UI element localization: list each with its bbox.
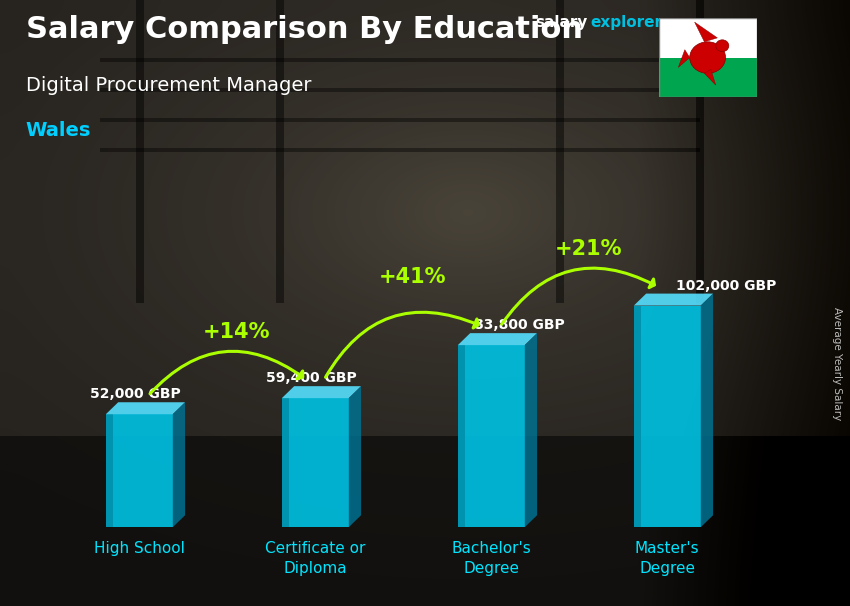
Text: 59,400 GBP: 59,400 GBP bbox=[266, 371, 357, 385]
Text: +21%: +21% bbox=[554, 239, 622, 259]
Text: Digital Procurement Manager: Digital Procurement Manager bbox=[26, 76, 311, 95]
Polygon shape bbox=[634, 293, 713, 305]
Polygon shape bbox=[694, 22, 717, 42]
Polygon shape bbox=[678, 50, 689, 67]
Text: salary: salary bbox=[536, 15, 588, 30]
Polygon shape bbox=[458, 345, 524, 527]
Text: .com: .com bbox=[659, 15, 700, 30]
Ellipse shape bbox=[716, 40, 728, 52]
Polygon shape bbox=[106, 415, 173, 527]
Text: +41%: +41% bbox=[378, 267, 446, 287]
Ellipse shape bbox=[689, 42, 726, 73]
Text: Average Yearly Salary: Average Yearly Salary bbox=[832, 307, 842, 420]
Text: 102,000 GBP: 102,000 GBP bbox=[676, 279, 776, 293]
Text: explorer: explorer bbox=[591, 15, 663, 30]
Polygon shape bbox=[106, 402, 185, 415]
Text: Wales: Wales bbox=[26, 121, 91, 140]
Bar bbox=[659, 18, 756, 58]
Text: 83,800 GBP: 83,800 GBP bbox=[473, 318, 564, 332]
Polygon shape bbox=[524, 333, 537, 527]
Polygon shape bbox=[458, 333, 537, 345]
Polygon shape bbox=[106, 415, 112, 527]
Polygon shape bbox=[705, 70, 716, 85]
Bar bbox=[659, 58, 756, 97]
Polygon shape bbox=[282, 386, 361, 398]
Text: +14%: +14% bbox=[202, 322, 269, 342]
Polygon shape bbox=[634, 305, 700, 527]
Polygon shape bbox=[282, 398, 348, 527]
Polygon shape bbox=[173, 402, 185, 527]
Polygon shape bbox=[700, 293, 713, 527]
Text: Salary Comparison By Education: Salary Comparison By Education bbox=[26, 15, 582, 44]
Text: 52,000 GBP: 52,000 GBP bbox=[90, 387, 181, 401]
Polygon shape bbox=[348, 386, 361, 527]
Polygon shape bbox=[458, 345, 465, 527]
Polygon shape bbox=[634, 305, 641, 527]
Polygon shape bbox=[282, 398, 288, 527]
